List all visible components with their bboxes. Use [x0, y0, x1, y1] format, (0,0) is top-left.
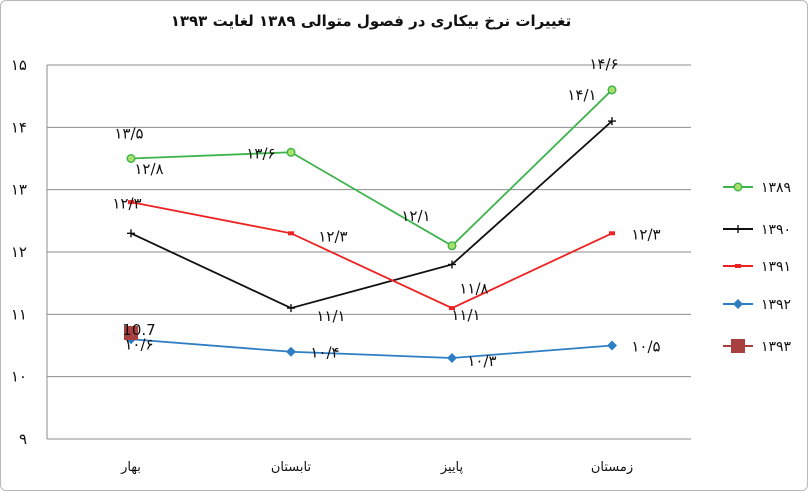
series-line [130, 201, 613, 310]
data-point [124, 326, 138, 341]
data-label: ۱۱/۱ [316, 307, 345, 325]
data-point [448, 260, 456, 269]
data-label: ۱۴/۱ [567, 86, 596, 104]
data-point [447, 352, 457, 363]
data-label: ۱۴/۶ [589, 55, 618, 73]
y-tick-label: ۹ [19, 430, 27, 448]
data-label: ۱۳/۵ [114, 125, 143, 143]
legend-item: ۱۳۹۰ [723, 222, 791, 238]
series-line [130, 120, 613, 310]
data-point [609, 231, 615, 236]
data-point [287, 304, 295, 313]
data-label: 10.7 [122, 321, 155, 339]
data-point [607, 340, 617, 351]
data-point [128, 200, 134, 205]
series-line [130, 89, 613, 247]
legend-item: ۱۳۹۱ [723, 259, 791, 275]
series-line [130, 338, 613, 359]
y-tick-label: ۱۳ [11, 181, 27, 199]
legend-label: ۱۳۹۰ [761, 222, 791, 238]
x-tick-label: تابستان [271, 460, 312, 475]
grid-layer: ۹ ۱۰ ۱۱ ۱۲ ۱۳ ۱۴ ۱۵ بهار تابستان پاییز زمستان [11, 56, 691, 475]
data-label: ۱۲/۳ [112, 194, 141, 212]
x-tick-label: پاییز [440, 460, 464, 475]
legend-label: ۱۳۹۲ [761, 297, 791, 313]
legend-label: ۱۳۹۳ [761, 339, 792, 355]
data-point [607, 85, 617, 95]
legend-item: ۱۳۹۳ [723, 339, 792, 355]
data-point [735, 264, 741, 268]
data-label: ۱۰/۶ [124, 335, 153, 353]
legend-label: ۱۳۸۹ [761, 180, 791, 196]
data-label: ۱۲/۸ [134, 160, 163, 178]
chart-title: تغییرات نرخ بیکاری در فصول متوالی ۱۳۸۹ ل… [171, 12, 572, 30]
y-tick-label: ۱۲ [11, 243, 27, 261]
y-tick-label: ۱۴ [11, 118, 27, 136]
x-tick-label: بهار [120, 460, 141, 475]
y-tick-label: ۱۵ [11, 56, 27, 74]
data-point [286, 346, 296, 357]
y-tick-label: ۱۰ [11, 368, 27, 386]
data-point [288, 231, 294, 236]
data-label: ۱۳/۶ [246, 144, 275, 162]
data-point [734, 225, 742, 233]
legend-label: ۱۳۹۱ [761, 259, 791, 275]
data-point [733, 299, 743, 309]
data-label: ۱۲/۱ [401, 207, 430, 225]
data-point [126, 153, 136, 163]
data-label: ۱۰/۵ [631, 338, 660, 356]
data-point [449, 306, 455, 311]
data-label: ۱۰/۳ [467, 352, 496, 370]
data-label: ۱۲/۳ [318, 227, 347, 245]
data-point [127, 229, 135, 238]
data-point [286, 147, 296, 157]
data-label: ۱۲/۳ [631, 225, 660, 243]
y-tick-label: ۱۱ [11, 305, 27, 323]
data-point [731, 339, 745, 353]
legend-item: ۱۳۹۲ [723, 297, 791, 313]
legend: ۱۳۸۹ ۱۳۹۰ ۱۳۹۱ ۱۳۹۲ ۱۳۹۳ [723, 180, 792, 355]
data-point [447, 241, 457, 251]
data-label: ۱۰/۴ [310, 344, 339, 362]
data-point [608, 117, 616, 126]
data-label: ۱۱/۱ [451, 306, 480, 324]
x-tick-label: زمستان [591, 460, 633, 475]
data-point [733, 182, 743, 192]
data-label: ۱۱/۸ [459, 279, 488, 297]
series-layer [124, 85, 617, 363]
legend-item: ۱۳۸۹ [723, 180, 791, 196]
data-label-layer: ۱۳/۵ ۱۳/۶ ۱۲/۱ ۱۴/۶ ۱۲/۳ ۱۱/۱ ۱۱/۸ ۱۴/۱ ۱۲/۸ ۱۲/۳… [112, 55, 660, 370]
